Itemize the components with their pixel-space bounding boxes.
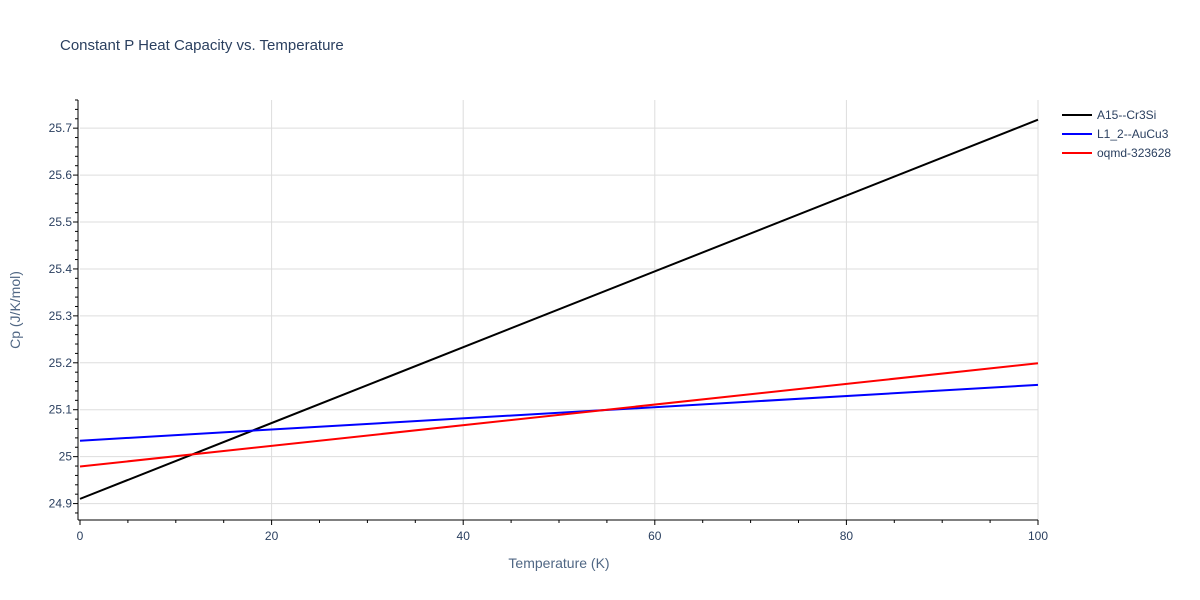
x-tick-label: 60 (648, 529, 662, 543)
x-tick-label: 100 (1028, 529, 1048, 543)
legend-label: oqmd-323628 (1097, 146, 1171, 160)
grid-layer (80, 100, 1039, 520)
y-axis-label: Cp (J/K/mol) (7, 271, 23, 349)
y-tick-label: 25.7 (49, 121, 73, 135)
series-line (79, 118, 1039, 500)
legend-item[interactable]: A15--Cr3Si (1062, 108, 1156, 122)
y-tick-label: 25.5 (49, 215, 73, 229)
legend-label: L1_2--AuCu3 (1097, 127, 1169, 141)
x-tick-label: 40 (457, 529, 471, 543)
x-axis-label: Temperature (K) (508, 555, 609, 571)
axis-layer (73, 99, 1039, 525)
tick-layer: 0 20 40 60 80 100 24.9 25 25.1 25.2 25.3 25.4 25.5 25… (49, 121, 1049, 543)
y-tick-label: 24.9 (49, 497, 73, 511)
y-tick-label: 25 (59, 450, 73, 464)
x-tick-label: 80 (840, 529, 854, 543)
x-tick-label: 0 (77, 529, 84, 543)
series-layer (79, 118, 1039, 500)
legend-item[interactable]: L1_2--AuCu3 (1062, 127, 1169, 141)
y-tick-label: 25.2 (49, 356, 73, 370)
legend: A15--Cr3Si L1_2--AuCu3 oqmd-323628 (1062, 108, 1171, 160)
y-tick-label: 25.6 (49, 168, 73, 182)
y-tick-label: 25.4 (49, 262, 73, 276)
x-tick-label: 20 (265, 529, 279, 543)
y-tick-label: 25.3 (49, 309, 73, 323)
series-line (79, 362, 1039, 468)
series-line (79, 383, 1039, 442)
legend-label: A15--Cr3Si (1097, 108, 1156, 122)
y-tick-label: 25.1 (49, 403, 73, 417)
chart-title: Constant P Heat Capacity vs. Temperature (60, 37, 344, 54)
legend-item[interactable]: oqmd-323628 (1062, 146, 1171, 160)
